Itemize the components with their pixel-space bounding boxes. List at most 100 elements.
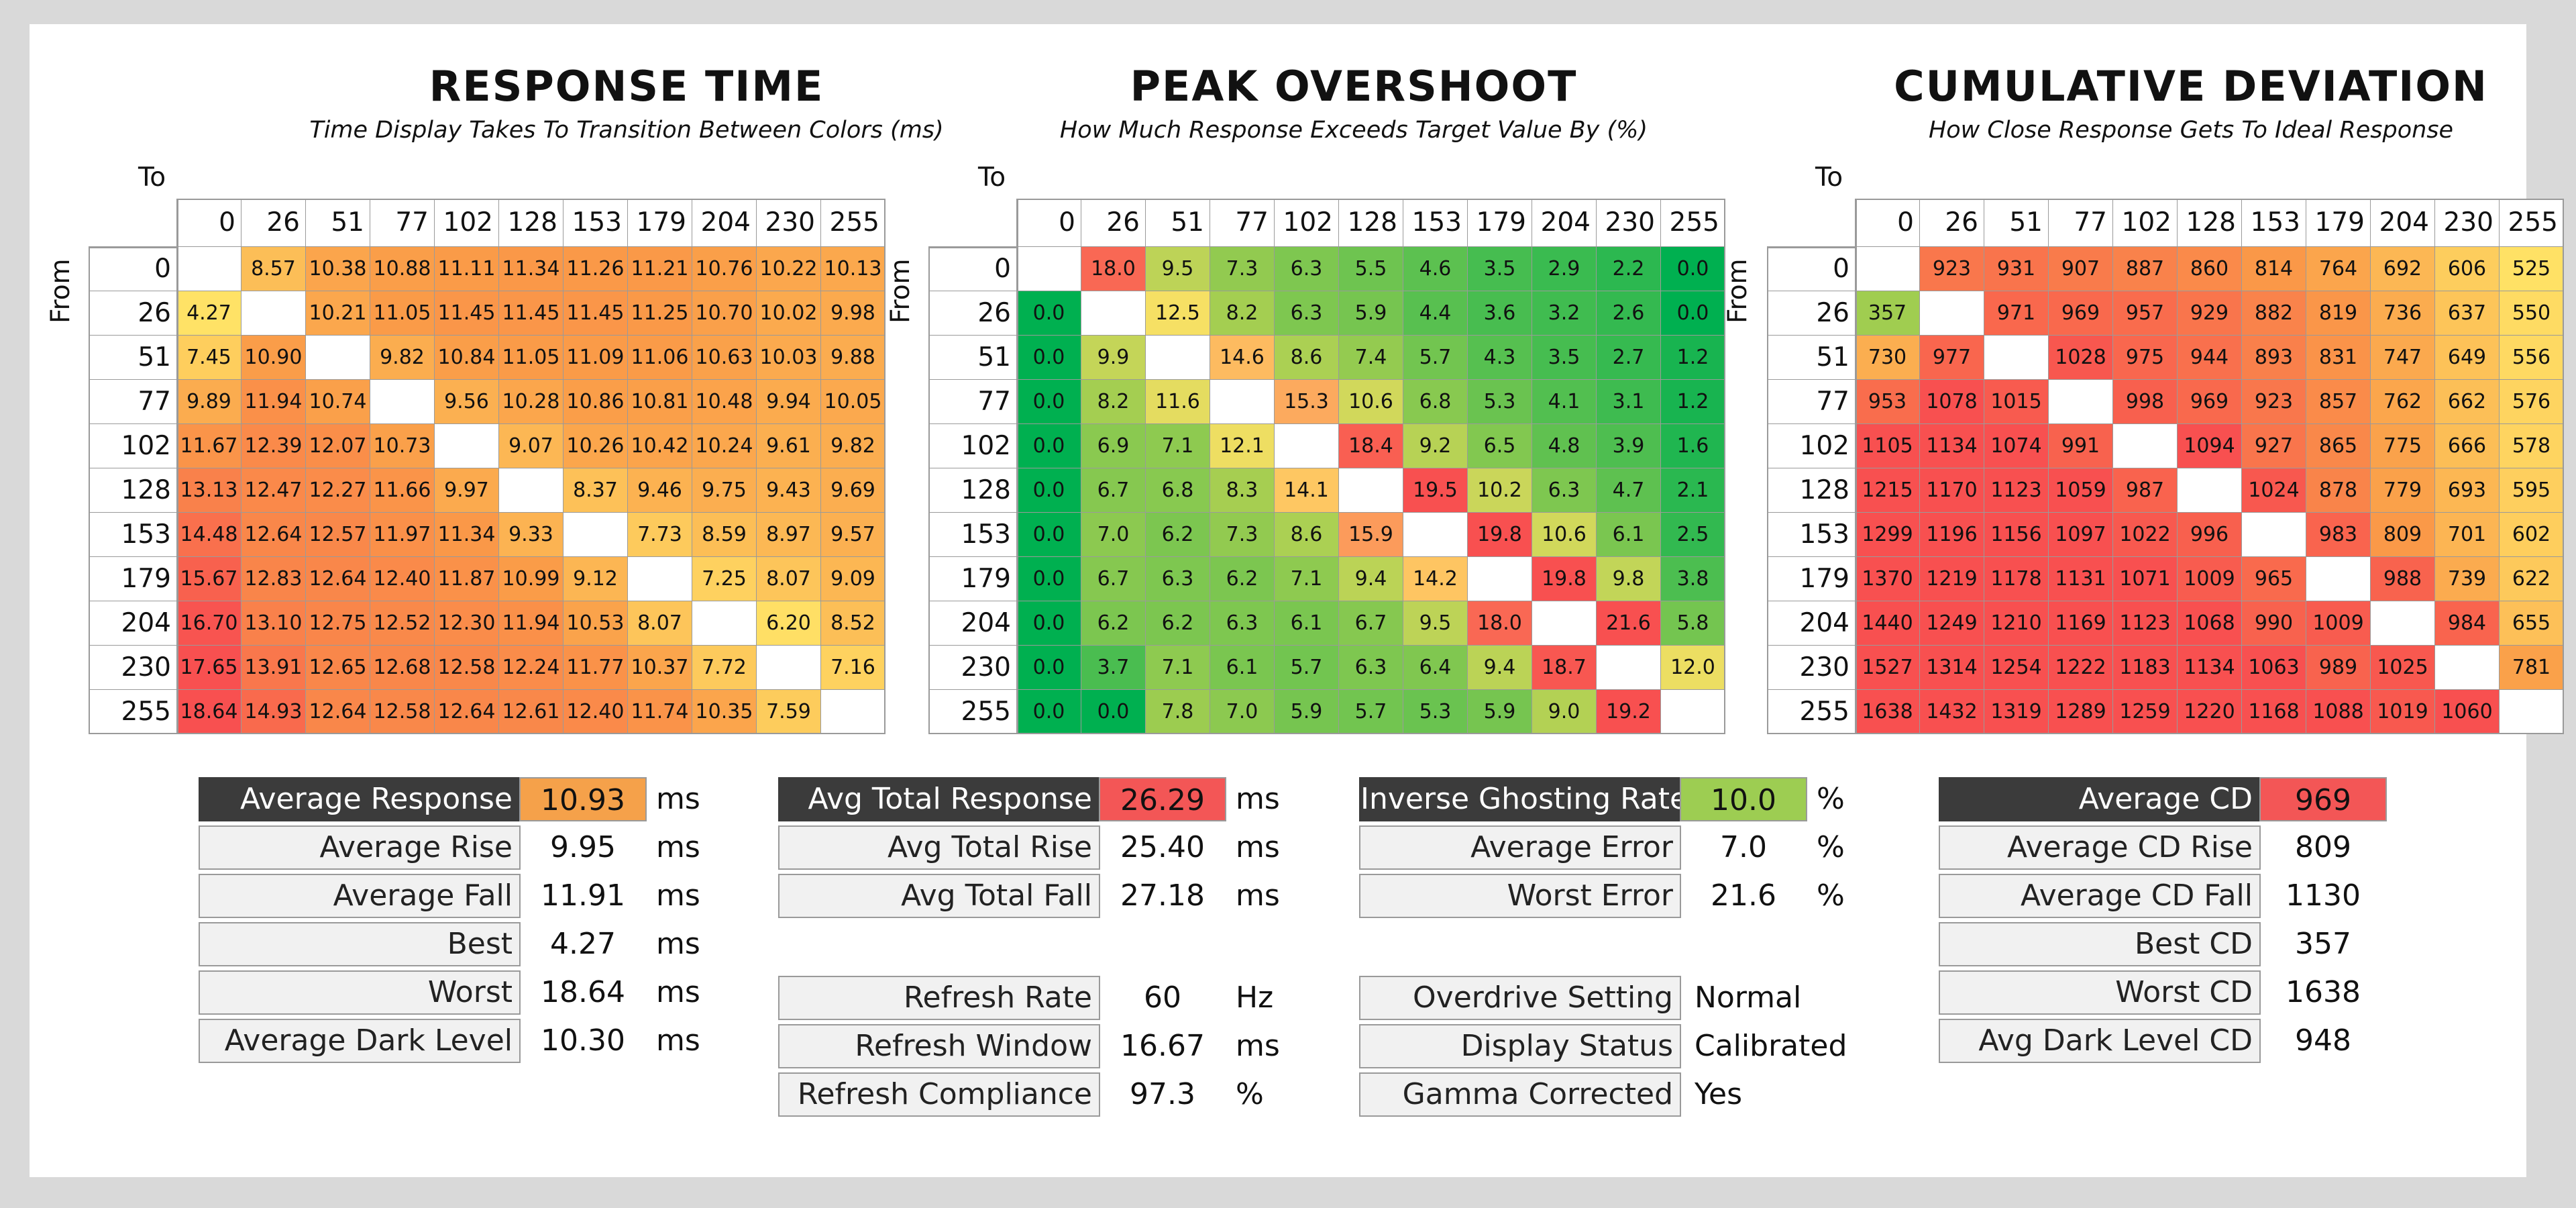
- heatmap-cell: 11.05: [370, 291, 435, 336]
- heatmap-cell: 14.2: [1403, 557, 1468, 601]
- heatmap-cell: 8.2: [1210, 291, 1275, 336]
- heatmap-cell: 0.0: [1017, 291, 1081, 336]
- heatmap-cell: 6.7: [1339, 601, 1403, 646]
- heatmap-cell: 10.86: [564, 380, 628, 424]
- stat-value: Calibrated: [1695, 1029, 1847, 1063]
- heatmap-cell: 12.57: [306, 513, 370, 557]
- heatmap-cell: [2242, 513, 2306, 557]
- heatmap-cell: 12.47: [241, 468, 306, 513]
- heatmap-cell: 1259: [2113, 690, 2178, 734]
- heatmap-cell: 6.3: [1339, 646, 1403, 690]
- heatmap-cell: 10.02: [757, 291, 821, 336]
- heatmap-cell: 6.3: [1275, 291, 1339, 336]
- stat-row: Best CD 357: [1939, 922, 2491, 969]
- stat-label: Worst CD: [1939, 970, 2261, 1015]
- row-header: 0: [928, 247, 1017, 291]
- stat-unit: ms: [1236, 878, 1280, 913]
- column-header: 102: [2113, 199, 2178, 247]
- stat-unit: ms: [656, 927, 700, 961]
- heatmap-cell: 8.07: [757, 557, 821, 601]
- heatmap-cell: 3.9: [1597, 424, 1661, 468]
- heatmap-cell: 927: [2242, 424, 2306, 468]
- stat-label: Best: [199, 922, 521, 966]
- heatmap-cell: 6.2: [1210, 557, 1275, 601]
- heatmap-cell: 6.7: [1081, 557, 1146, 601]
- heatmap-cell: 7.3: [1210, 513, 1275, 557]
- stat-unit: Hz: [1236, 980, 1274, 1015]
- heatmap-cell: 10.13: [821, 247, 885, 291]
- heatmap-cell: 10.37: [628, 646, 692, 690]
- heatmap-cell: 8.37: [564, 468, 628, 513]
- stat-row: Average CD Rise 809: [1939, 825, 2491, 872]
- heatmap-cell: 991: [2049, 424, 2113, 468]
- heatmap-cell: 1068: [2178, 601, 2242, 646]
- heatmap-cell: 3.5: [1532, 336, 1597, 380]
- column-header: 0: [177, 199, 241, 247]
- heatmap-cell: 10.38: [306, 247, 370, 291]
- heatmap-cell: 819: [2306, 291, 2371, 336]
- heatmap-cell: 11.77: [564, 646, 628, 690]
- heatmap-cell: 12.39: [241, 424, 306, 468]
- heatmap-corner: [89, 199, 177, 247]
- stat-label: Average Response: [199, 777, 521, 821]
- heatmap-cell: 6.3: [1146, 557, 1210, 601]
- stat-row: Worst 18.64 ms: [199, 970, 751, 1017]
- heatmap-cell: 957: [2113, 291, 2178, 336]
- heatmap-cell: [1081, 291, 1146, 336]
- row-header: 179: [1767, 557, 1856, 601]
- heatmap-cell: 4.27: [177, 291, 241, 336]
- row-header: 204: [89, 601, 177, 646]
- stat-label: Worst: [199, 970, 521, 1015]
- heatmap-cell: 4.7: [1597, 468, 1661, 513]
- heatmap-cell: 6.2: [1146, 513, 1210, 557]
- stat-value: 9.95: [550, 830, 616, 864]
- heatmap-cell: 17.65: [177, 646, 241, 690]
- column-header: 77: [370, 199, 435, 247]
- heatmap-cell: 764: [2306, 247, 2371, 291]
- heatmap-cell: 7.0: [1210, 690, 1275, 734]
- heatmap-cell: 1215: [1856, 468, 1920, 513]
- heatmap-cell: 7.1: [1146, 424, 1210, 468]
- stat-unit: %: [1236, 1077, 1264, 1111]
- stat-value: 809: [2295, 830, 2351, 864]
- heatmap-cell: [628, 557, 692, 601]
- heatmap-cell: 12.64: [241, 513, 306, 557]
- heatmap-cell: 860: [2178, 247, 2242, 291]
- heatmap-cell: 10.76: [692, 247, 757, 291]
- heatmap-cell: 8.6: [1275, 513, 1339, 557]
- heatmap-cell: 11.09: [564, 336, 628, 380]
- stat-unit: %: [1817, 830, 1845, 864]
- heatmap-cell: 12.75: [306, 601, 370, 646]
- heatmap-cell: 5.5: [1339, 247, 1403, 291]
- heatmap-cell: 4.6: [1403, 247, 1468, 291]
- column-header: 26: [1081, 199, 1146, 247]
- heatmap-cell: 6.1: [1597, 513, 1661, 557]
- stat-label: Display Status: [1359, 1024, 1681, 1068]
- heatmap-cell: 5.7: [1339, 690, 1403, 734]
- stat-value: 948: [2295, 1023, 2351, 1058]
- heatmap-cell: 11.74: [628, 690, 692, 734]
- heatmap-cell: 8.6: [1275, 336, 1339, 380]
- heatmap-cell: 602: [2500, 513, 2564, 557]
- heatmap-cell: 9.5: [1146, 247, 1210, 291]
- heatmap-cell: 5.9: [1468, 690, 1532, 734]
- column-header: 128: [2178, 199, 2242, 247]
- heatmap-cell: 989: [2306, 646, 2371, 690]
- stat-label: Inverse Ghosting Rate: [1359, 777, 1688, 821]
- heatmap-cell: 19.2: [1597, 690, 1661, 734]
- heatmap-cell: [821, 690, 885, 734]
- heatmap-cell: [2435, 646, 2500, 690]
- column-header: 51: [1984, 199, 2049, 247]
- heatmap-cell: 1074: [1984, 424, 2049, 468]
- heatmap-cell: 1094: [2178, 424, 2242, 468]
- heatmap-cell: 944: [2178, 336, 2242, 380]
- heatmap-cell: 3.7: [1081, 646, 1146, 690]
- stat-unit: ms: [656, 975, 700, 1009]
- column-header: 179: [2306, 199, 2371, 247]
- row-header: 102: [89, 424, 177, 468]
- heatmap-cell: 831: [2306, 336, 2371, 380]
- heatmap-cell: 8.57: [241, 247, 306, 291]
- column-header: 26: [1920, 199, 1984, 247]
- heatmap-cell: 4.1: [1532, 380, 1597, 424]
- heatmap-corner: [928, 199, 1017, 247]
